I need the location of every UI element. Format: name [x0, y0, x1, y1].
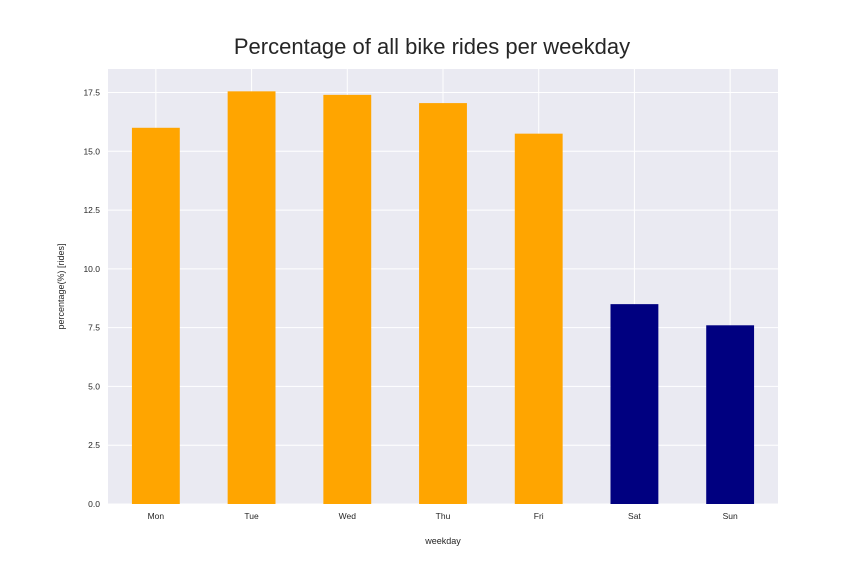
- x-tick-label-fri: Fri: [534, 511, 544, 521]
- bars: [131, 91, 755, 505]
- y-axis-label: percentage(%) [rides]: [56, 243, 66, 329]
- x-tick-label-tue: Tue: [244, 511, 259, 521]
- bar-fri: [514, 133, 563, 504]
- x-tick-label-sat: Sat: [628, 511, 641, 521]
- x-tick-label-sun: Sun: [723, 511, 738, 521]
- y-tick-label: 5.0: [88, 381, 100, 391]
- bar-sat: [610, 304, 659, 504]
- x-tick-labels: Mon Tue Wed Thu Fri Sat Sun: [148, 511, 738, 521]
- y-tick-label: 12.5: [83, 205, 100, 215]
- y-tick-label: 2.5: [88, 440, 100, 450]
- x-tick-label-mon: Mon: [148, 511, 165, 521]
- y-tick-label: 15.0: [83, 146, 100, 156]
- x-axis-label: weekday: [424, 536, 461, 546]
- y-tick-label: 0.0: [88, 499, 100, 509]
- x-tick-label-wed: Wed: [339, 511, 357, 521]
- y-tick-label: 7.5: [88, 323, 100, 333]
- y-tick-labels: 0.0 2.5 5.0 7.5 10.0 12.5 15.0 17.5: [83, 88, 100, 509]
- y-tick-label: 10.0: [83, 264, 100, 274]
- y-tick-label: 17.5: [83, 88, 100, 98]
- x-tick-label-thu: Thu: [436, 511, 451, 521]
- chart-title: Percentage of all bike rides per weekday: [233, 34, 631, 59]
- bar-mon: [131, 127, 180, 504]
- bar-wed: [323, 94, 372, 504]
- bar-sun: [706, 325, 755, 504]
- bar-thu: [419, 103, 467, 504]
- bar-tue: [227, 91, 276, 505]
